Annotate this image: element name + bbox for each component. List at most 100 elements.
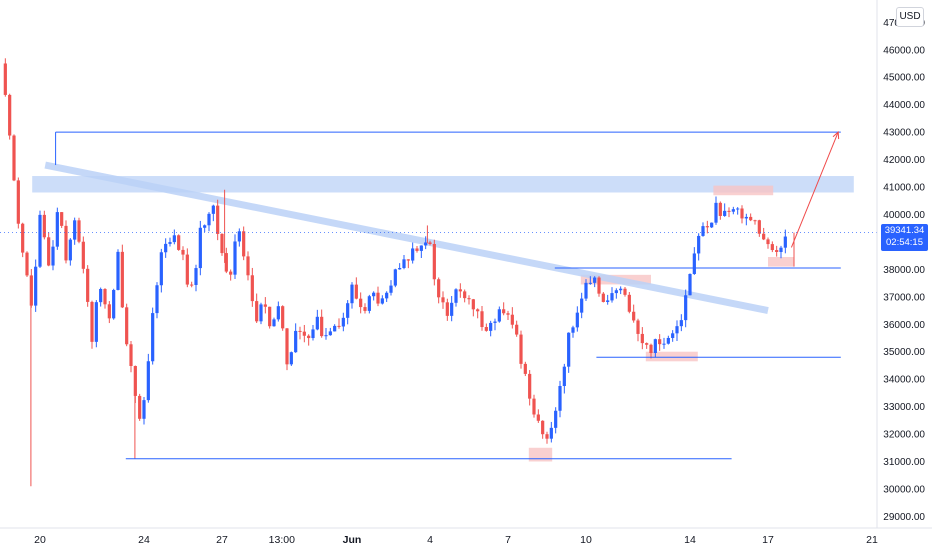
candle-body bbox=[614, 290, 618, 294]
candle-body bbox=[419, 245, 423, 251]
candle-body bbox=[519, 334, 523, 364]
candle-body bbox=[480, 311, 484, 328]
price-tick-label: 33000.00 bbox=[883, 402, 925, 413]
candle-body bbox=[493, 321, 497, 323]
drawing-layer[interactable] bbox=[0, 131, 877, 460]
candle-body bbox=[757, 220, 761, 234]
price-tick-label: 32000.00 bbox=[883, 430, 925, 441]
candle-body bbox=[554, 410, 558, 428]
candle-body bbox=[619, 288, 623, 291]
candle-body bbox=[506, 313, 510, 315]
candle-body bbox=[411, 248, 415, 261]
candle-body bbox=[177, 235, 181, 250]
candle-body bbox=[779, 247, 783, 253]
price-tick-label: 46000.00 bbox=[883, 45, 925, 56]
candle-body bbox=[588, 282, 592, 284]
price-axis[interactable]: 29000.00 30000.00 31000.00 32000.00 33000.00… bbox=[883, 18, 925, 523]
candle-body bbox=[610, 293, 614, 301]
candle-body bbox=[116, 251, 120, 290]
reaction-zone bbox=[645, 351, 698, 362]
candle-body bbox=[536, 414, 540, 421]
candle-body bbox=[77, 220, 81, 242]
candle-body bbox=[502, 309, 506, 314]
candle-body bbox=[268, 306, 272, 327]
candle-body bbox=[159, 252, 163, 286]
candle-body bbox=[220, 233, 224, 254]
candle-body bbox=[55, 212, 59, 247]
candle-body bbox=[415, 248, 419, 251]
candle-body bbox=[645, 343, 649, 345]
candle-body bbox=[354, 284, 358, 299]
candle-body bbox=[705, 226, 709, 228]
candle-body bbox=[60, 212, 64, 226]
candle-body bbox=[155, 285, 159, 314]
candle-body bbox=[549, 427, 553, 439]
candle-body bbox=[203, 225, 207, 228]
candle-body bbox=[346, 303, 350, 318]
candle-body bbox=[320, 316, 324, 337]
candle-body bbox=[558, 386, 562, 411]
candle-body bbox=[337, 325, 341, 327]
candle-body bbox=[627, 294, 631, 312]
candle-body bbox=[389, 285, 393, 293]
price-tick-label: 35000.00 bbox=[883, 347, 925, 358]
candle-body bbox=[311, 329, 315, 339]
candle-body bbox=[497, 309, 501, 322]
candle-body bbox=[467, 298, 471, 300]
reaction-zone bbox=[713, 185, 774, 196]
candle-body bbox=[12, 135, 16, 181]
candle-body bbox=[710, 222, 714, 228]
candle-body bbox=[38, 214, 42, 267]
candle-body bbox=[571, 327, 575, 333]
time-axis[interactable]: 20 24 27 13:00 Jun 4 7 10 14 17 21 bbox=[34, 534, 878, 546]
reaction-zone bbox=[768, 256, 794, 267]
price-tick-label: 38000.00 bbox=[883, 265, 925, 276]
candle-body bbox=[775, 250, 779, 253]
candle-body bbox=[402, 259, 406, 269]
currency-label[interactable]: USD bbox=[896, 7, 924, 27]
candle-body bbox=[224, 253, 228, 272]
time-tick-label: 7 bbox=[505, 534, 511, 546]
candle-body bbox=[172, 235, 176, 243]
candle-body bbox=[138, 395, 142, 419]
candle-body bbox=[250, 275, 254, 302]
candle-body bbox=[285, 328, 289, 365]
time-tick-label: 4 bbox=[427, 534, 433, 546]
candle-body bbox=[125, 307, 129, 345]
candle-body bbox=[294, 330, 298, 353]
candle-body bbox=[3, 63, 7, 95]
candle-body bbox=[532, 398, 536, 415]
candle-body bbox=[81, 241, 85, 269]
candle-body bbox=[736, 208, 740, 210]
candle-body bbox=[623, 288, 627, 295]
candle-body bbox=[762, 233, 766, 240]
candle-body bbox=[281, 306, 285, 329]
candle-body bbox=[580, 298, 584, 313]
candle-body bbox=[94, 302, 98, 342]
candle-body bbox=[129, 344, 133, 366]
candle-body bbox=[718, 202, 722, 216]
time-tick-label: 17 bbox=[762, 534, 774, 546]
candle-body bbox=[727, 210, 731, 212]
candle-body bbox=[99, 288, 103, 303]
candle-body bbox=[246, 256, 250, 276]
time-tick-label: 14 bbox=[684, 534, 696, 546]
candle-body bbox=[723, 210, 727, 216]
candle-body bbox=[528, 373, 532, 399]
candle-body bbox=[476, 309, 480, 312]
candle-body bbox=[363, 307, 367, 311]
candle-body bbox=[107, 304, 111, 319]
candle-body bbox=[653, 339, 657, 354]
candle-body bbox=[471, 299, 475, 310]
candle-body bbox=[380, 298, 384, 304]
candle-body bbox=[783, 236, 787, 248]
candle-body bbox=[302, 331, 306, 336]
candle-body bbox=[437, 279, 441, 298]
candle-body bbox=[662, 343, 666, 345]
candle-body bbox=[276, 306, 280, 320]
price-tick-label: 45000.00 bbox=[883, 73, 925, 84]
candle-body bbox=[151, 313, 155, 362]
candle-body bbox=[263, 304, 267, 307]
time-tick-label: 21 bbox=[866, 534, 878, 546]
